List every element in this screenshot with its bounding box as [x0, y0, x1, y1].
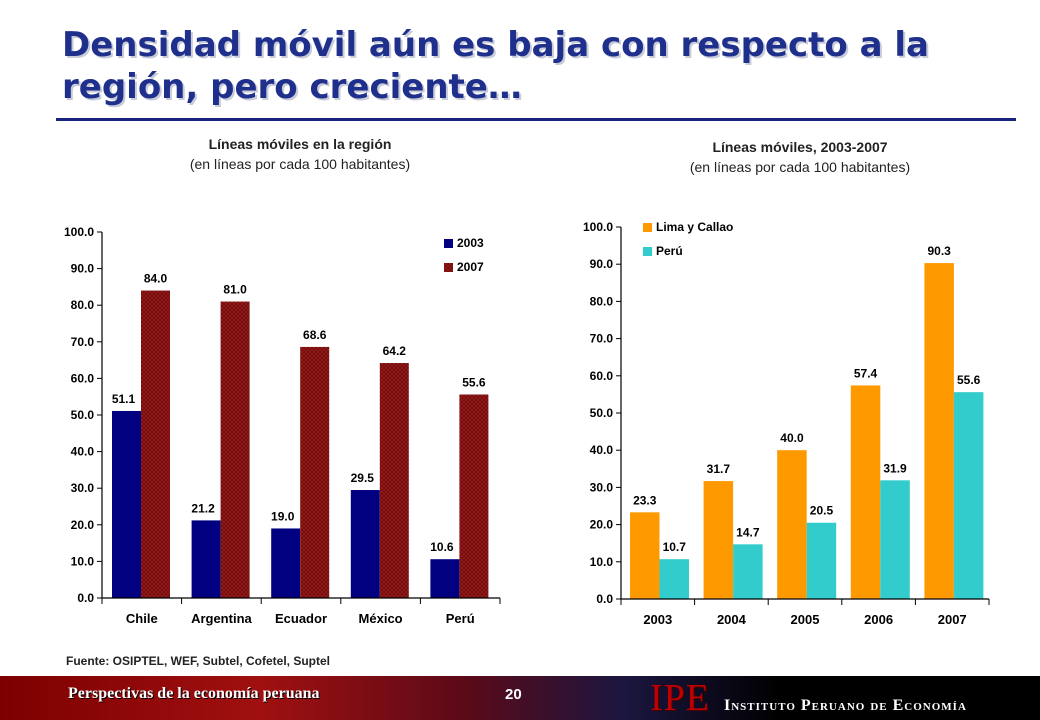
- source-note: Fuente: OSIPTEL, WEF, Subtel, Cofetel, S…: [66, 654, 331, 668]
- bar: [659, 559, 689, 599]
- data-label: 84.0: [144, 272, 168, 286]
- y-tick-label: 50.0: [590, 406, 614, 420]
- x-tick-label: Chile: [126, 611, 158, 626]
- ipe-logo: IPE: [650, 677, 710, 719]
- data-label: 31.7: [707, 462, 731, 476]
- y-tick-label: 70.0: [71, 335, 95, 349]
- y-tick-label: 30.0: [590, 480, 614, 494]
- bar: [191, 520, 221, 598]
- x-tick-label: Argentina: [191, 611, 252, 626]
- chart2-title: Líneas móviles, 2003-2007: [712, 139, 888, 155]
- y-tick-label: 40.0: [590, 443, 614, 457]
- title-divider: [56, 118, 1016, 121]
- y-tick-label: 100.0: [583, 220, 613, 234]
- x-tick-label: 2006: [864, 612, 893, 627]
- bar: [112, 410, 141, 598]
- chart1-subtitle: (en líneas por cada 100 habitantes): [189, 156, 411, 172]
- y-tick-label: 60.0: [590, 369, 614, 383]
- data-label: 19.0: [271, 509, 295, 523]
- brand: IPE Instituto Peruano de Economía: [650, 678, 967, 718]
- x-tick-label: Perú: [446, 611, 475, 626]
- data-label: 31.9: [883, 461, 907, 475]
- y-tick-label: 0.0: [596, 592, 613, 606]
- y-tick-label: 80.0: [71, 298, 95, 312]
- legend-label: Lima y Callao: [656, 220, 733, 234]
- data-label: 90.3: [927, 244, 951, 258]
- slide-title: Densidad móvil aún es baja con respecto …: [62, 25, 929, 107]
- legend-label: 2003: [457, 236, 484, 250]
- data-label: 68.6: [303, 328, 327, 342]
- data-label: 51.1: [112, 392, 136, 406]
- page-number: 20: [505, 686, 522, 703]
- data-label: 29.5: [351, 471, 375, 485]
- y-tick-label: 70.0: [590, 332, 614, 346]
- chart1-header: Líneas móviles en la región (en líneas p…: [100, 134, 500, 174]
- data-label: 14.7: [736, 525, 760, 539]
- data-label: 10.6: [430, 540, 454, 554]
- bar: [880, 480, 910, 599]
- y-tick-label: 30.0: [71, 481, 95, 495]
- bar: [733, 544, 763, 599]
- bar: [141, 290, 170, 598]
- chart1-title: Líneas móviles en la región: [208, 136, 392, 152]
- data-label: 55.6: [462, 376, 486, 390]
- data-label: 10.7: [663, 540, 687, 554]
- x-tick-label: 2005: [791, 612, 820, 627]
- x-tick-label: 2004: [717, 612, 747, 627]
- y-tick-label: 10.0: [590, 555, 614, 569]
- y-tick-label: 0.0: [77, 591, 94, 605]
- bar: [924, 263, 954, 599]
- y-tick-label: 40.0: [71, 445, 95, 459]
- x-tick-label: 2007: [938, 612, 967, 627]
- regional-mobile-lines-chart: 0.0 10.0 20.0 30.0 40.0 50.0 60.0 70.0 80.0 90.0 1…: [64, 225, 501, 626]
- legend-swatch: [444, 263, 453, 272]
- bar: [703, 481, 734, 599]
- data-label: 20.5: [810, 504, 834, 518]
- x-tick-label: Ecuador: [275, 611, 327, 626]
- bar: [430, 559, 460, 598]
- chart2-header: Líneas móviles, 2003-2007 (en líneas por…: [600, 137, 1000, 177]
- y-tick-label: 100.0: [64, 225, 94, 239]
- bar: [271, 528, 301, 598]
- bar: [379, 363, 409, 598]
- bar: [806, 522, 837, 599]
- data-label: 64.2: [383, 344, 407, 358]
- y-tick-label: 90.0: [590, 257, 614, 271]
- y-tick-label: 20.0: [590, 518, 614, 532]
- footer-publication-title: Perspectivas de la economía peruana: [68, 685, 320, 702]
- x-tick-label: México: [359, 611, 403, 626]
- data-label: 23.3: [633, 493, 657, 507]
- bar: [777, 450, 807, 599]
- y-tick-label: 20.0: [71, 518, 95, 532]
- data-label: 55.6: [957, 373, 981, 387]
- bar: [953, 392, 984, 599]
- data-label: 21.2: [191, 501, 215, 515]
- x-tick-label: 2003: [643, 612, 672, 627]
- y-tick-label: 10.0: [71, 554, 95, 568]
- y-tick-label: 80.0: [590, 294, 614, 308]
- bar: [630, 512, 660, 599]
- chart2-subtitle: (en líneas por cada 100 habitantes): [689, 159, 911, 175]
- y-tick-label: 50.0: [71, 408, 95, 422]
- legend-swatch: [643, 223, 652, 232]
- legend-swatch: [444, 239, 453, 248]
- bar: [220, 301, 250, 598]
- bar: [459, 394, 489, 598]
- legend-label: Perú: [656, 244, 683, 258]
- footer-bar: Perspectivas de la economía peruana 20 I…: [0, 676, 1040, 720]
- brand-name: Instituto Peruano de Economía: [724, 697, 967, 714]
- legend-label: 2007: [457, 260, 484, 274]
- data-label: 57.4: [854, 366, 878, 380]
- data-label: 40.0: [780, 431, 804, 445]
- legend-swatch: [643, 247, 652, 256]
- bar: [850, 385, 881, 599]
- peru-mobile-lines-chart: 0.0 10.0 20.0 30.0 40.0 50.0 60.0 70.0 80.0 90.0 1…: [583, 220, 990, 627]
- data-label: 81.0: [223, 283, 247, 297]
- bar: [350, 490, 380, 598]
- bar: [300, 346, 330, 598]
- y-tick-label: 60.0: [71, 371, 95, 385]
- y-tick-label: 90.0: [71, 262, 95, 276]
